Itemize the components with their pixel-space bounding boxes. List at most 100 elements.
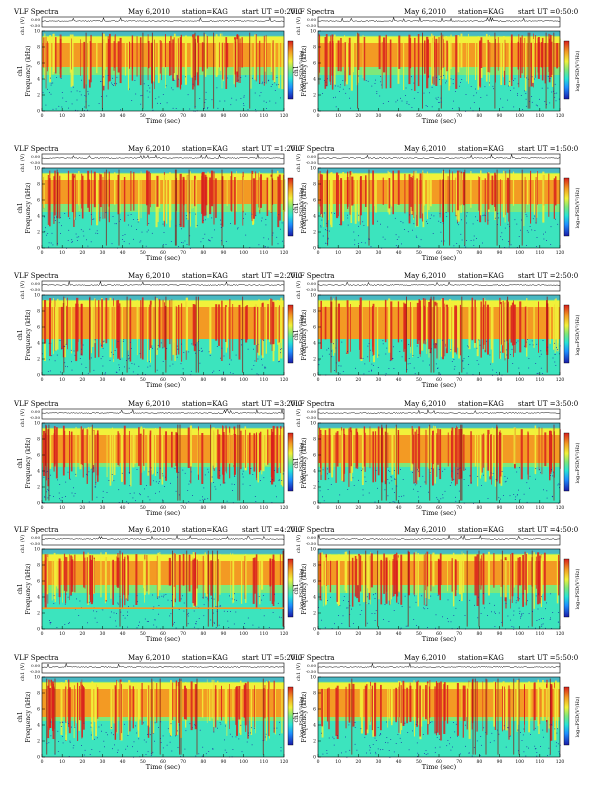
noise-speck <box>522 109 523 110</box>
sferic-streak <box>117 431 119 465</box>
time-tick-label: 110 <box>260 113 269 119</box>
sferic-streak <box>110 687 113 730</box>
noise-speck <box>547 755 548 756</box>
waveform-line <box>41 662 285 668</box>
strong-sferic <box>464 169 466 246</box>
noise-speck <box>243 218 244 219</box>
sferic-streak <box>477 430 479 487</box>
noise-speck <box>162 347 164 349</box>
noise-speck <box>486 94 488 96</box>
noise-speck <box>150 734 151 736</box>
noise-speck <box>93 369 95 371</box>
noise-speck <box>136 627 138 629</box>
sferic-streak <box>523 174 525 227</box>
noise-speck <box>437 498 439 500</box>
sferic-streak <box>432 552 435 587</box>
noise-speck <box>455 91 456 92</box>
noise-speck <box>348 724 350 726</box>
noise-speck <box>546 602 547 604</box>
sferic-streak <box>194 175 196 207</box>
noise-speck <box>334 623 335 625</box>
noise-speck <box>424 481 426 483</box>
time-tick-label: 80 <box>476 113 482 119</box>
noise-speck <box>182 368 184 370</box>
time-tick-label: 100 <box>239 759 248 765</box>
noise-speck <box>264 246 266 248</box>
spectrogram-low-band <box>318 75 560 111</box>
noise-speck <box>408 104 410 105</box>
spectrogram-low-band <box>42 75 284 111</box>
strong-sferic <box>210 424 212 501</box>
noise-speck <box>85 367 87 368</box>
sferic-streak <box>489 434 492 480</box>
spectrogram-cutoff-band <box>318 423 560 428</box>
noise-speck <box>528 626 529 628</box>
noise-speck <box>185 76 186 78</box>
freq-tick-label: 4 <box>37 214 40 220</box>
noise-speck <box>65 740 67 741</box>
sferic-streak <box>169 300 171 345</box>
sferic-streak <box>201 433 204 484</box>
waveform-ylabel: ch1 (V) <box>19 409 26 427</box>
sferic-streak <box>487 39 489 73</box>
noise-speck <box>230 359 232 361</box>
freq-tick-label: 0 <box>37 246 40 252</box>
noise-speck <box>123 241 125 242</box>
sferic-streak <box>445 304 448 354</box>
sferic-streak <box>398 35 401 69</box>
sferic-streak <box>537 679 539 727</box>
noise-speck <box>405 95 406 96</box>
sferic-streak <box>456 683 459 736</box>
noise-speck <box>543 233 544 235</box>
sferic-streak <box>123 177 126 222</box>
noise-speck <box>178 609 180 610</box>
sferic-streak <box>256 432 257 478</box>
noise-speck <box>259 82 260 84</box>
sferic-streak <box>520 429 523 480</box>
noise-speck <box>265 246 266 248</box>
sferic-streak <box>82 686 84 723</box>
sferic-streak <box>436 682 439 733</box>
noise-speck <box>534 745 536 747</box>
noise-speck <box>439 738 441 740</box>
noise-speck <box>426 106 428 107</box>
noise-speck <box>238 738 240 740</box>
sferic-streak <box>476 681 478 732</box>
sferic-streak <box>461 551 463 590</box>
sferic-streak <box>253 433 256 472</box>
noise-speck <box>48 242 50 244</box>
sferic-streak <box>535 556 537 589</box>
strong-sferic <box>365 550 367 627</box>
noise-speck <box>404 595 406 597</box>
noise-speck <box>487 615 488 616</box>
strong-sferic <box>91 424 93 501</box>
noise-speck <box>158 96 160 98</box>
sferic-streak <box>540 42 543 68</box>
noise-speck <box>446 745 448 747</box>
noise-speck <box>224 482 226 484</box>
noise-speck <box>453 722 454 723</box>
sferic-streak <box>193 179 195 209</box>
noise-speck <box>425 604 427 606</box>
sferic-streak <box>398 432 399 475</box>
noise-speck <box>430 722 431 723</box>
sferic-streak <box>271 558 274 604</box>
noise-speck <box>189 480 191 482</box>
sferic-streak <box>325 557 327 605</box>
sferic-streak <box>77 682 79 741</box>
waveform-ylabel: ch1 (V) <box>295 154 302 172</box>
noise-speck <box>80 229 82 231</box>
noise-speck <box>334 213 335 214</box>
sferic-streak <box>74 554 76 593</box>
noise-speck <box>137 219 139 220</box>
noise-speck <box>546 490 548 492</box>
noise-speck <box>347 351 348 352</box>
noise-speck <box>84 95 86 96</box>
noise-speck <box>165 594 167 595</box>
strong-sferic <box>56 169 58 246</box>
spectrogram-cutoff-band <box>318 677 560 682</box>
noise-speck <box>94 339 96 341</box>
noise-speck <box>559 744 561 746</box>
strong-sferic <box>496 424 498 501</box>
sferic-streak <box>503 39 504 78</box>
